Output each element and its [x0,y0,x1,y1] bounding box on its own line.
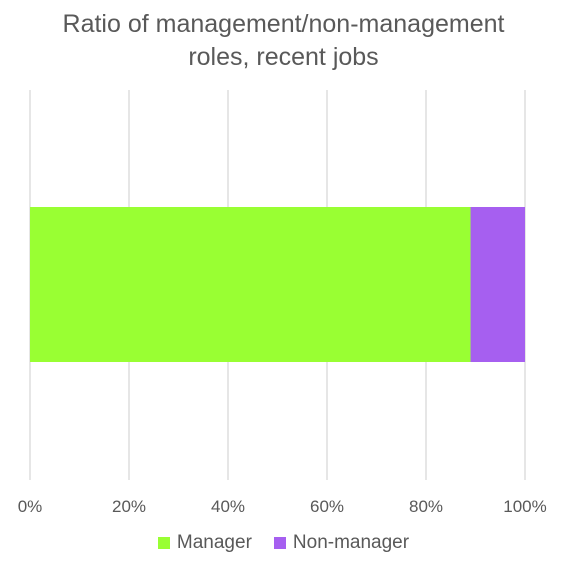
x-tick-label: 60% [310,497,344,516]
legend-label-non-manager: Non-manager [292,532,410,553]
x-axis-ticks: 0% 20% 40% 60% 80% 100% [18,497,547,516]
chart-title: Ratio of management/non-management roles… [62,10,505,71]
legend-swatch-manager [157,537,170,549]
legend-swatch-non-manager [273,537,286,549]
x-tick-label: 0% [18,497,43,516]
legend-item-non-manager: Non-manager [273,532,410,554]
bar-segments [30,207,525,362]
legend-item-manager: Manager [157,532,252,554]
bar-segment-manager [30,207,471,362]
x-tick-label: 100% [503,497,546,516]
legend: Manager Non-manager [0,531,567,555]
legend-label-manager: Manager [176,532,252,553]
bar-segment-non-manager [470,207,525,362]
x-tick-label: 20% [112,497,146,516]
x-tick-label: 80% [409,497,443,516]
x-tick-label: 40% [211,497,245,516]
